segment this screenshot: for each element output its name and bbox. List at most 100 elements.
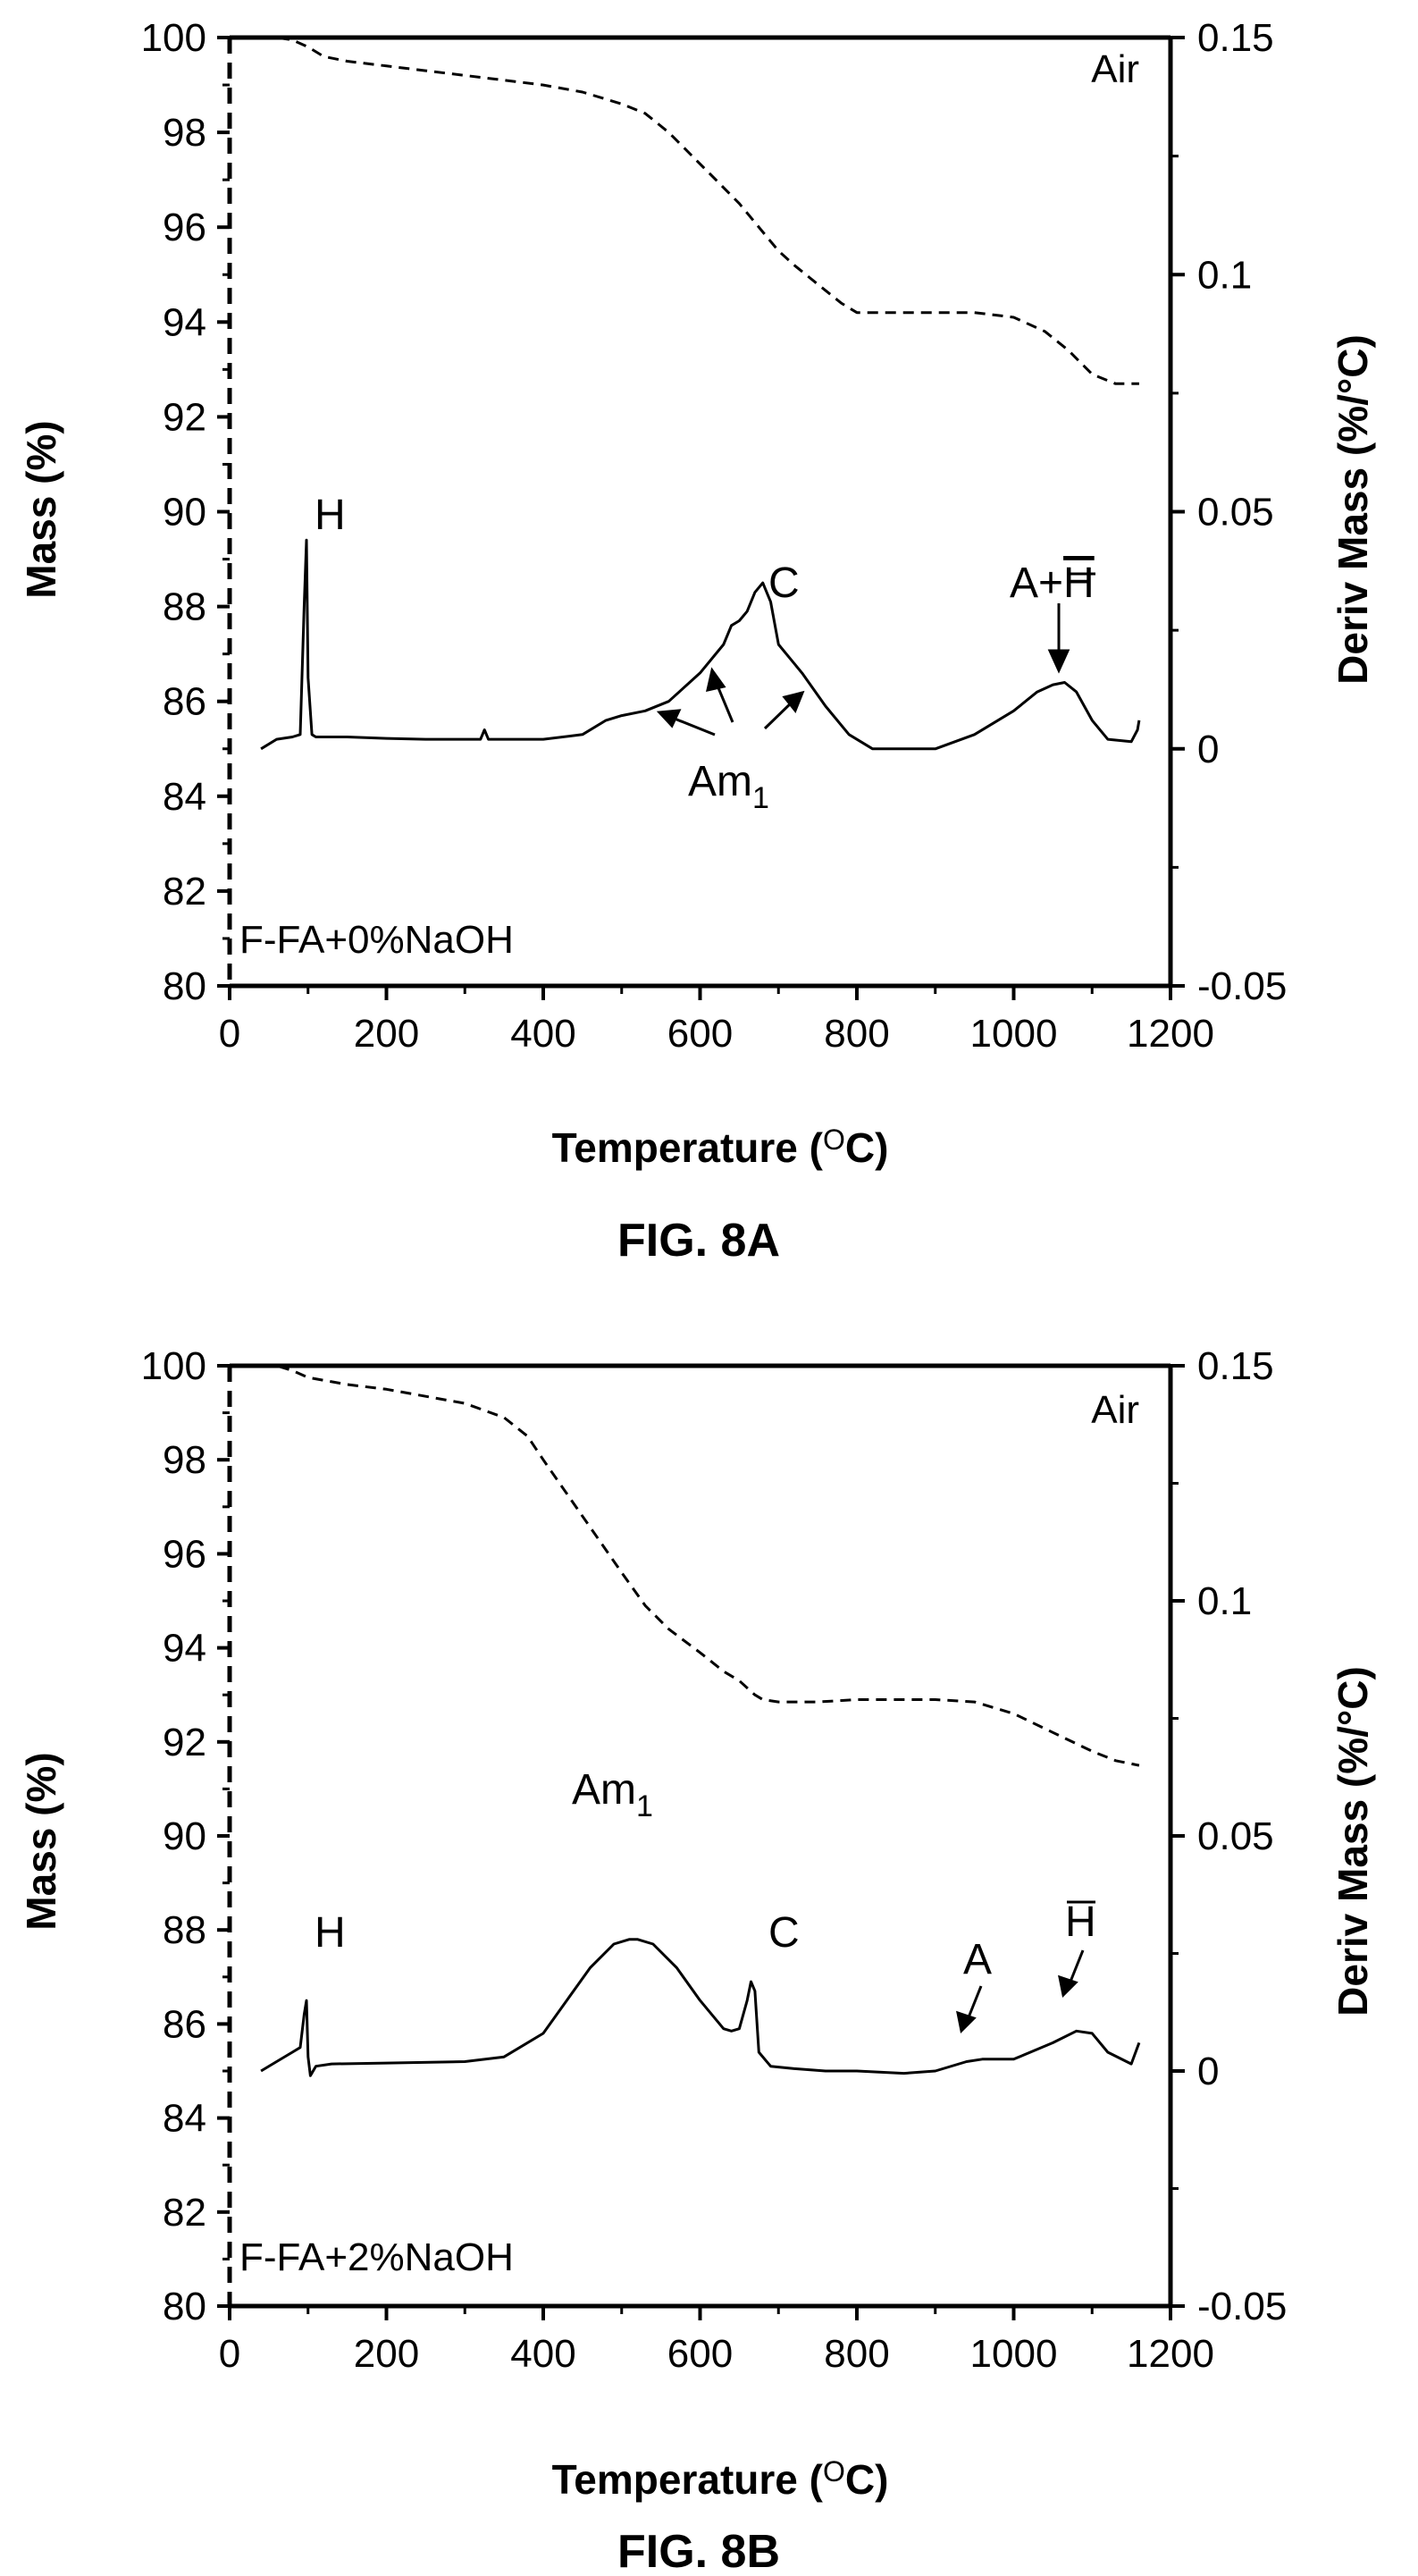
y2-axis-title: Deriv Mass (%/°C): [1330, 334, 1376, 685]
right-axis-ticks: -0.05 0 0.05 0.1 0.15: [1170, 16, 1287, 1008]
x-axis-title-end: C): [845, 2456, 889, 2503]
y-tick-label: 96: [163, 1532, 206, 1576]
x-tick-label: 0: [219, 1012, 240, 1056]
y2-tick-label: 0.05: [1197, 491, 1274, 535]
y-tick-label: 98: [163, 111, 206, 155]
annotation-c: C: [768, 560, 800, 607]
arrow-head: [956, 2010, 977, 2034]
y-tick-label: 84: [163, 775, 206, 819]
y2-tick-label: 0: [1197, 2050, 1219, 2093]
y-tick-label: 100: [141, 16, 206, 60]
y-tick-label: 82: [163, 870, 206, 913]
annotation-am1-sub: 1: [752, 781, 769, 815]
y-tick-label: 84: [163, 2097, 206, 2141]
annotation-am1: Am1: [572, 1766, 653, 1823]
x-tick-label: 600: [667, 2332, 733, 2376]
annotation-arrows: [656, 603, 1070, 737]
chart-panel-8a: 80 82 84 86 88 90 92 94 96 98 100 -0.05 0 0.05 0.1 0.1…: [18, 16, 1376, 1267]
y-tick-label: 90: [163, 1814, 206, 1858]
y-axis-title: Mass (%): [18, 420, 64, 598]
y-tick-label: 88: [163, 1908, 206, 1952]
derivative-curve: [260, 538, 1141, 751]
left-axis-ticks: 80 82 84 86 88 90 92 94 96 98 100: [141, 1344, 230, 2328]
bottom-axis-ticks: 0 200 400 600 800 1000 1200: [219, 2306, 1214, 2376]
x-tick-label: 0: [219, 2332, 240, 2376]
y2-tick-label: 0.15: [1197, 16, 1274, 60]
y-tick-label: 96: [163, 206, 206, 249]
y2-tick-label: -0.05: [1197, 964, 1287, 1008]
bottom-axis-ticks: 0 200 400 600 800 1000 1200: [219, 986, 1214, 1056]
y-tick-label: 92: [163, 1721, 206, 1764]
annotation-am1-sub: 1: [636, 1789, 653, 1823]
annotation-am1: Am1: [688, 758, 769, 815]
y2-tick-label: 0.15: [1197, 1344, 1274, 1388]
mass-curve: [261, 1364, 1140, 1767]
annotation-h: H: [315, 492, 346, 539]
y2-tick-label: -0.05: [1197, 2285, 1287, 2328]
annotation-a-h: A+H: [1010, 560, 1095, 607]
y-axis-title: Mass (%): [18, 1752, 64, 1930]
x-axis-title: Temperature (OC): [552, 2455, 889, 2503]
derivative-curve: [260, 1938, 1141, 2077]
chart-panel-8b: 80 82 84 86 88 90 92 94 96 98 100 -0.05 0 0.05 0.1 0.1…: [18, 1344, 1376, 2576]
x-axis-title-end: C): [845, 1124, 889, 1171]
x-tick-label: 1000: [970, 1012, 1058, 1056]
x-tick-label: 1200: [1127, 1012, 1214, 1056]
x-axis-title-main: Temperature (: [552, 2456, 824, 2503]
annotation-a: A: [963, 1936, 992, 1983]
series-group: [260, 36, 1141, 751]
left-axis-ticks: 80 82 84 86 88 90 92 94 96 98 100: [141, 16, 230, 1008]
annotation-am1-main: Am: [572, 1766, 636, 1814]
x-tick-label: 200: [354, 2332, 419, 2376]
annotation-a-h-overlined: H: [1063, 560, 1095, 607]
y-tick-label: 98: [163, 1438, 206, 1482]
y2-tick-label: 0.1: [1197, 253, 1252, 297]
y2-tick-label: 0.05: [1197, 1814, 1274, 1858]
x-tick-label: 400: [510, 1012, 575, 1056]
y-tick-label: 82: [163, 2191, 206, 2235]
x-tick-label: 600: [667, 1012, 733, 1056]
y-tick-label: 92: [163, 395, 206, 439]
x-axis-title-degree: O: [823, 2455, 845, 2488]
annotation-h-bar: H: [1065, 1898, 1096, 1946]
annotation-c: C: [768, 1909, 800, 1957]
y-tick-label: 90: [163, 491, 206, 535]
right-axis-ticks: -0.05 0 0.05 0.1 0.15: [1170, 1344, 1287, 2328]
mass-curve: [261, 36, 1139, 385]
annotation-h: H: [315, 1909, 346, 1957]
plot-frame: [227, 1363, 1173, 2309]
atmosphere-label: Air: [1091, 47, 1139, 91]
sample-label: F-FA+2%NaOH: [239, 2235, 514, 2279]
x-axis-title-main: Temperature (: [552, 1124, 824, 1171]
plot-frame: [227, 35, 1173, 989]
y2-tick-label: 0.1: [1197, 1579, 1252, 1623]
y-tick-label: 86: [163, 680, 206, 724]
series-group: [260, 1364, 1141, 2077]
y-tick-label: 88: [163, 585, 206, 629]
arrow-head: [706, 667, 726, 692]
x-tick-label: 400: [510, 2332, 575, 2376]
y-tick-label: 86: [163, 2002, 206, 2046]
y-tick-label: 94: [163, 300, 206, 344]
x-tick-label: 800: [824, 2332, 889, 2376]
annotation-a-h-main: A+: [1010, 560, 1063, 607]
y-tick-label: 100: [141, 1344, 206, 1388]
annotation-am1-main: Am: [688, 758, 752, 805]
arrow-head: [1058, 1974, 1078, 1999]
arrow-head: [782, 690, 805, 713]
x-axis-title: Temperature (OC): [552, 1124, 889, 1171]
y-tick-label: 94: [163, 1627, 206, 1671]
arrow-head: [1047, 649, 1070, 674]
y2-tick-label: 0: [1197, 728, 1219, 771]
sample-label: F-FA+0%NaOH: [239, 918, 514, 962]
figure-label: FIG. 8A: [617, 1215, 780, 1267]
x-axis-title-degree: O: [823, 1124, 845, 1156]
arrow-head: [656, 709, 682, 728]
annotation-arrows: [956, 1949, 1085, 2034]
x-tick-label: 1200: [1127, 2332, 1214, 2376]
y2-axis-title: Deriv Mass (%/°C): [1330, 1666, 1376, 2016]
figure-label: FIG. 8B: [617, 2526, 780, 2576]
x-tick-label: 200: [354, 1012, 419, 1056]
x-tick-label: 1000: [970, 2332, 1058, 2376]
